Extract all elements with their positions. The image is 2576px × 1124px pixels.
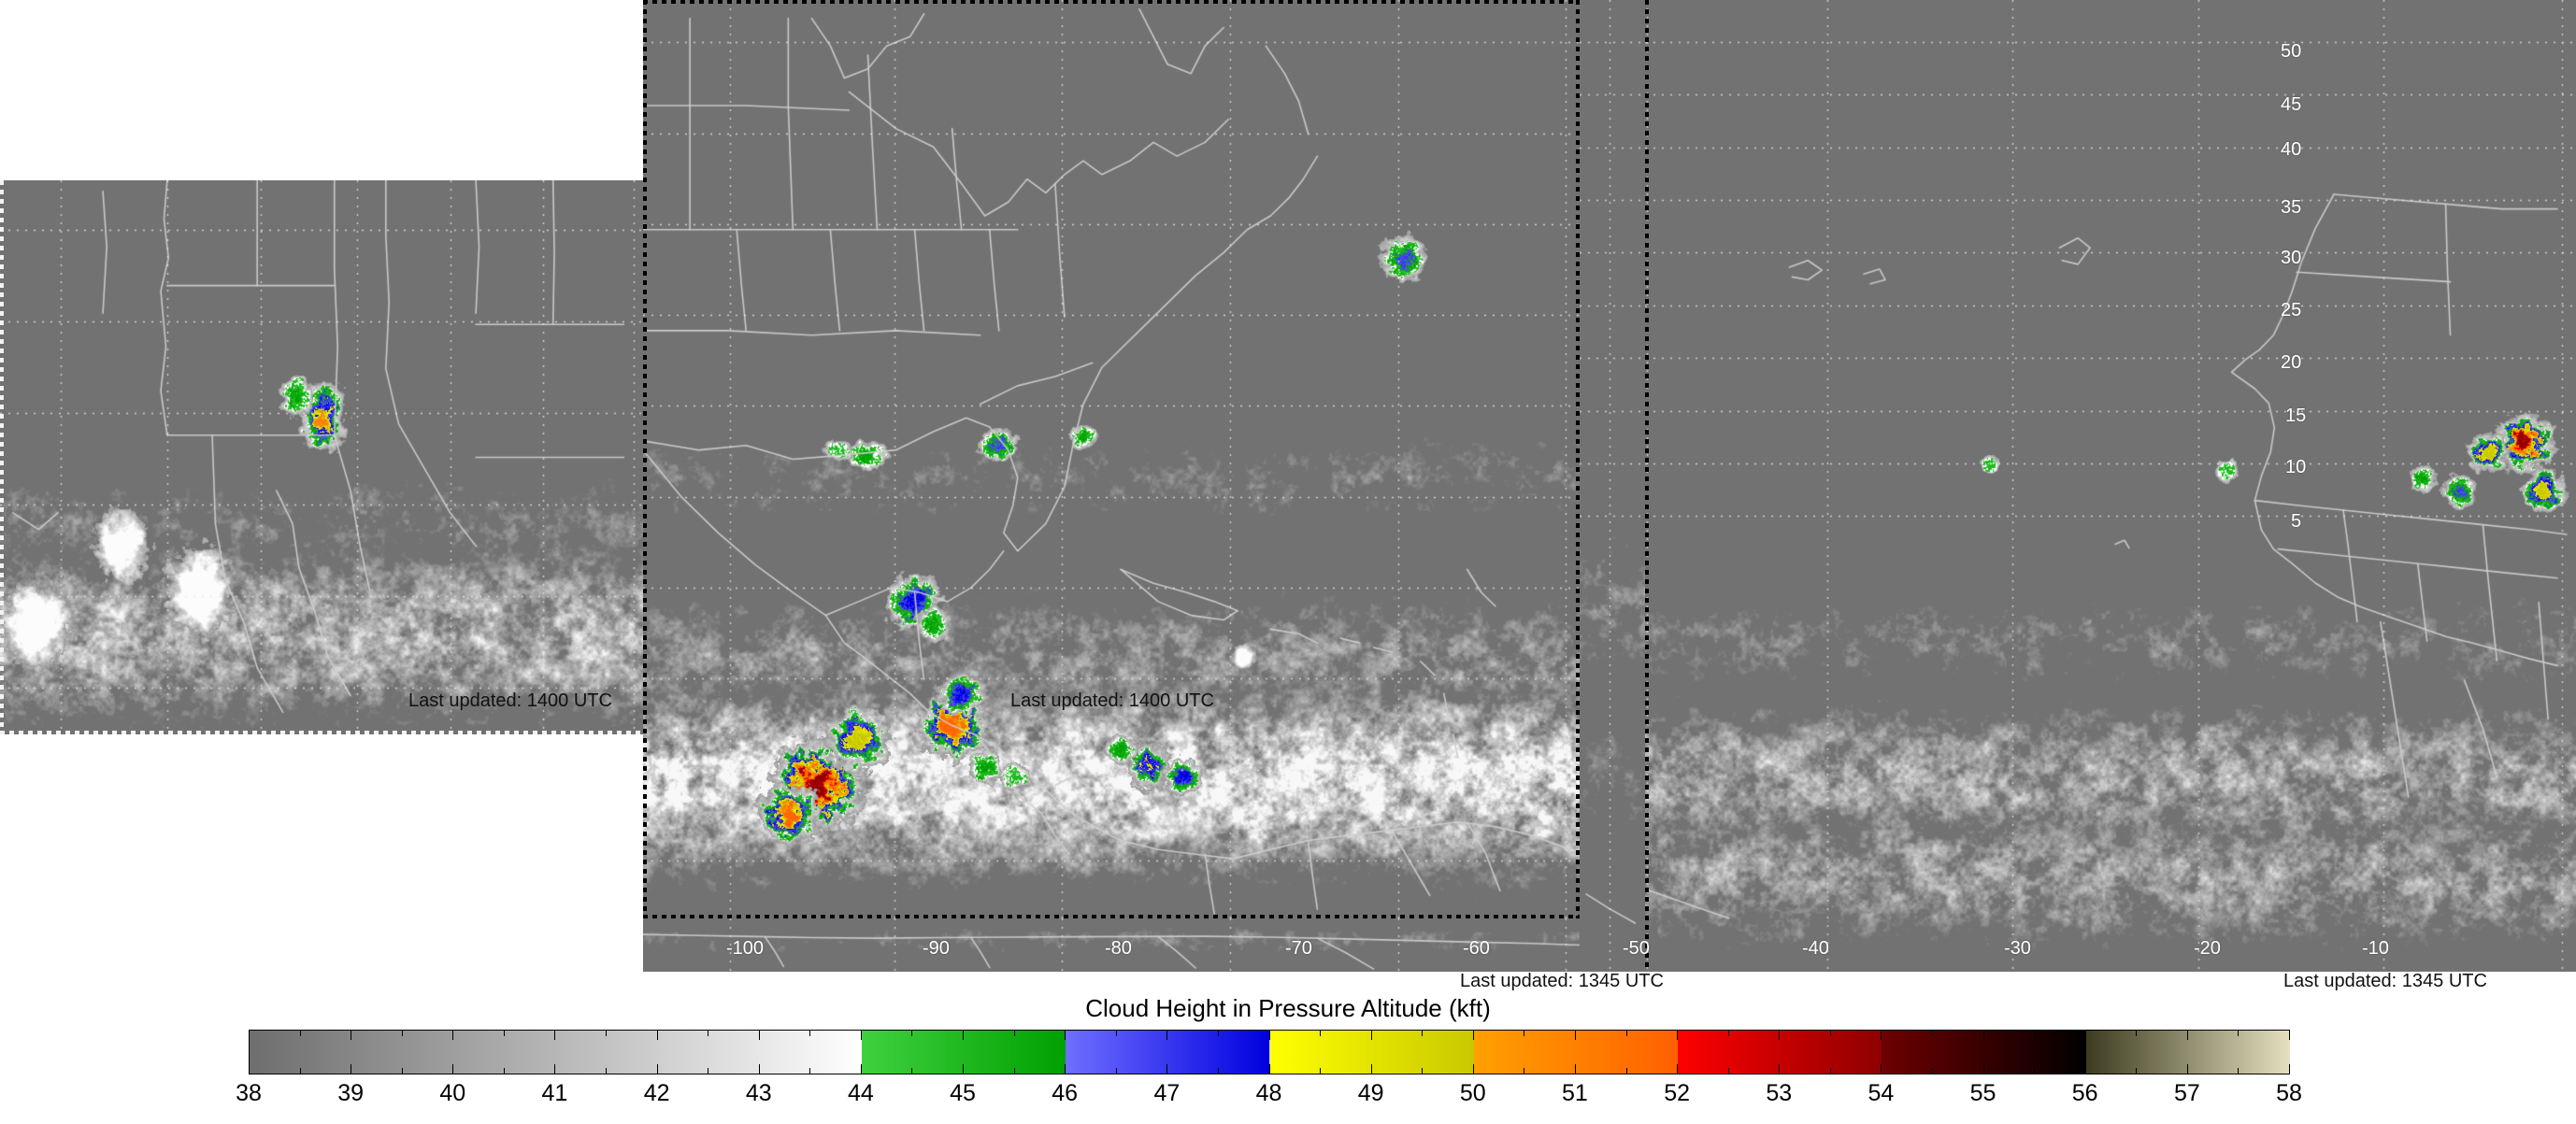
colorbar-label-47: 47: [1153, 1080, 1181, 1106]
colorbar-segment-grey-ramp: [250, 1031, 862, 1074]
lat-tick-15: 15: [2285, 405, 2307, 426]
lat-tick-10: 10: [2285, 457, 2307, 477]
colorbar-label-39: 39: [337, 1080, 365, 1106]
lon-tick--80: -80: [1105, 938, 1132, 959]
colorbar-label-50: 50: [1459, 1080, 1486, 1106]
lat-tick-20: 20: [2281, 352, 2302, 373]
colorbar-label-45: 45: [950, 1080, 976, 1106]
atlantic-africa-panel[interactable]: [1645, 0, 2576, 972]
colorbar-segment-dark-red-black-ramp: [1882, 1031, 2086, 1074]
lon-tick--70: -70: [1285, 938, 1312, 959]
colorbar-segment-yellow-ramp: [1269, 1031, 1474, 1074]
central-panel[interactable]: [643, 0, 1580, 918]
colorbar-title: Cloud Height in Pressure Altitude (kft): [1085, 994, 1491, 1022]
east-panel-timestamp: Last updated: 1345 UTC: [2283, 971, 2487, 991]
colorbar-gradient[interactable]: [249, 1030, 2290, 1074]
lat-tick-35: 35: [2281, 197, 2302, 218]
lon-tick--90: -90: [923, 938, 950, 959]
atlantic-panel[interactable]: [1580, 0, 1645, 972]
atlantic-panel-timestamp: Last updated: 1345 UTC: [1460, 971, 1664, 991]
lat-tick-25: 25: [2281, 300, 2302, 320]
colorbar-label-51: 51: [1562, 1080, 1588, 1106]
lat-tick-45: 45: [2281, 94, 2302, 115]
colorbar-segment-olive-ramp: [2085, 1031, 2290, 1074]
colorbar-label-48: 48: [1255, 1080, 1282, 1106]
colorbar-label-54: 54: [1868, 1080, 1895, 1106]
lat-tick-50: 50: [2281, 41, 2302, 62]
colorbar-region: Cloud Height in Pressure Altitude (kft) …: [0, 990, 2576, 1124]
colorbar-label-56: 56: [2071, 1080, 2098, 1106]
lon-tick--60: -60: [1463, 938, 1490, 959]
colorbar-label-57: 57: [2173, 1080, 2200, 1106]
colorbar-label-55: 55: [1969, 1080, 1996, 1106]
lon-tick--30: -30: [2004, 938, 2031, 959]
colorbar-label-58: 58: [2276, 1080, 2302, 1106]
colorbar-label-40: 40: [439, 1080, 466, 1106]
lon-tick--20: -20: [2194, 938, 2221, 959]
colorbar-label-38: 38: [236, 1080, 262, 1106]
lon-tick--50: -50: [1623, 938, 1650, 959]
west-panel-timestamp: Last updated: 1400 UTC: [408, 690, 612, 711]
colorbar-segment-blue-ramp: [1066, 1031, 1270, 1074]
west-panel[interactable]: [0, 180, 643, 734]
colorbar-label-41: 41: [541, 1080, 568, 1106]
colorbar-label-52: 52: [1664, 1080, 1690, 1106]
colorbar-label-46: 46: [1052, 1080, 1079, 1106]
colorbar-segment-orange-ramp: [1473, 1031, 1679, 1074]
colorbar-label-44: 44: [847, 1080, 874, 1106]
colorbar-label-42: 42: [643, 1080, 670, 1106]
colorbar-label-49: 49: [1357, 1080, 1384, 1106]
lon-tick--40: -40: [1802, 938, 1829, 959]
colorbar-segment-red-ramp: [1678, 1031, 1882, 1074]
colorbar-label-43: 43: [745, 1080, 772, 1106]
central-lower-strip[interactable]: [643, 918, 1580, 972]
central-panel-timestamp: Last updated: 1400 UTC: [1010, 690, 1214, 711]
colorbar-segment-green-ramp: [861, 1031, 1066, 1074]
lat-tick-5: 5: [2291, 511, 2302, 532]
lon-tick--100: -100: [726, 938, 765, 959]
lon-tick--10: -10: [2362, 938, 2389, 959]
lat-tick-40: 40: [2281, 139, 2302, 160]
colorbar-label-53: 53: [1766, 1080, 1793, 1106]
lat-tick-30: 30: [2281, 248, 2302, 268]
colorbar-tick-labels: 38 39 40 41 42 43 44 45 46 47 48 49 50 51 52 53 54 55 56 57…: [0, 1080, 2576, 1117]
